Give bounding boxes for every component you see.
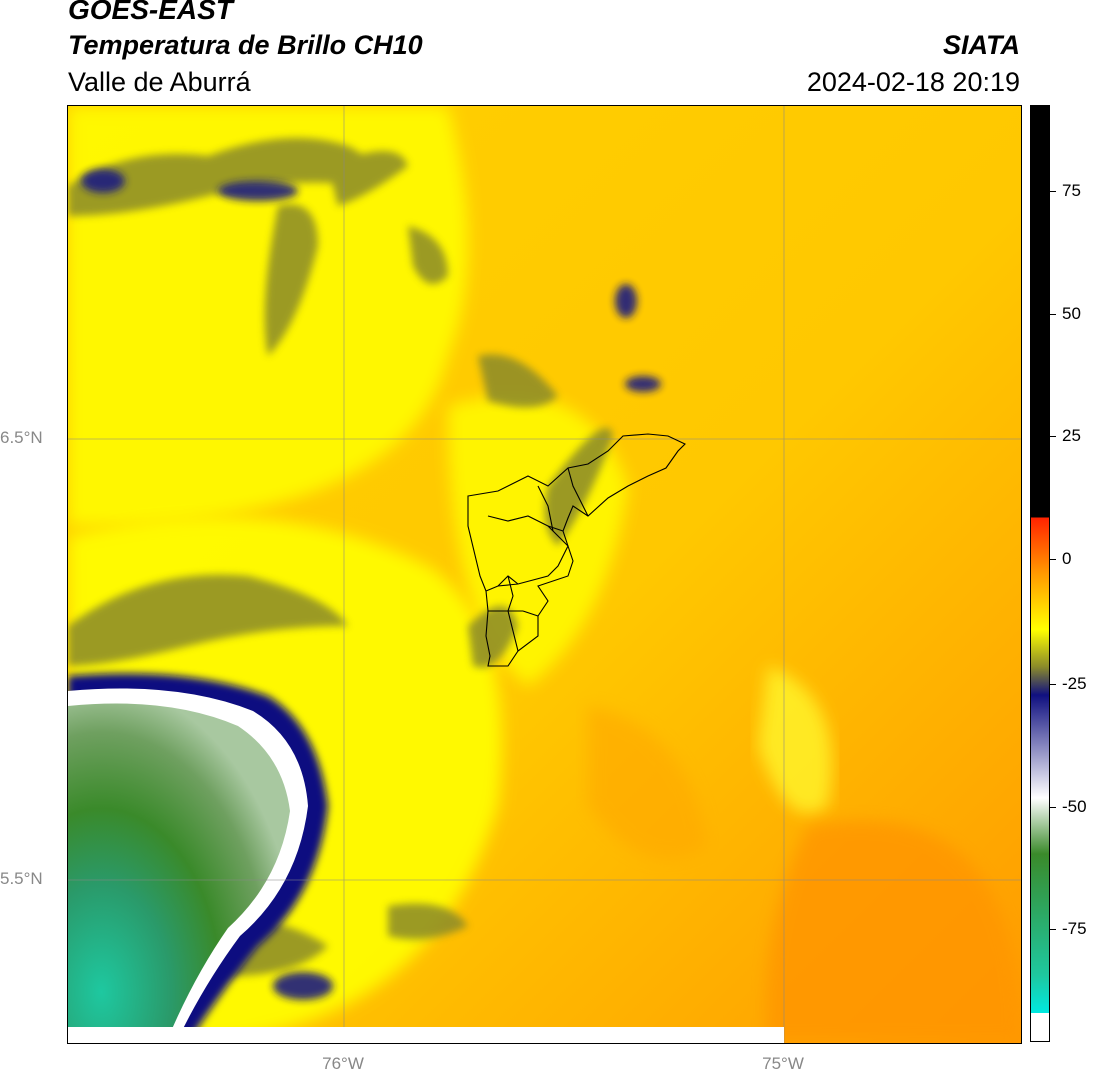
- longitude-label-76: 76°W: [322, 1054, 364, 1073]
- latitude-label-5-5: 5.5°N: [0, 869, 43, 888]
- satellite-map-image: [68, 106, 1021, 1043]
- valle-de-aburra-boundaries: [467, 433, 686, 667]
- colorbar-label-minus-25: -25: [1062, 674, 1087, 693]
- cold-cloud-core: [68, 703, 290, 1043]
- yellow-region-east: [758, 666, 832, 814]
- cloud-streaks: [68, 138, 613, 976]
- colorbar: [1030, 105, 1050, 1042]
- orange-region-southeast: [766, 820, 1021, 1043]
- satellite-map[interactable]: [67, 105, 1022, 1044]
- organization-label: SIATA: [943, 30, 1020, 60]
- orange-patch-south: [588, 706, 708, 860]
- colorbar-label-50: 50: [1062, 304, 1081, 323]
- latitude-label-6-5: 6.5°N: [0, 428, 43, 447]
- cold-cloud-spots: [81, 169, 661, 1000]
- colorbar-label-minus-50: -50: [1062, 797, 1087, 816]
- colorbar-label-25: 25: [1062, 426, 1081, 445]
- colorbar-tick: [1050, 191, 1056, 192]
- colorbar-label-0: 0: [1062, 549, 1072, 568]
- datetime-label: 2024-02-18 20:19: [806, 67, 1020, 97]
- product-title: Temperatura de Brillo CH10: [68, 30, 423, 60]
- graticule: [68, 106, 1021, 1043]
- source-title: GOES-EAST: [68, 0, 233, 25]
- region-subtitle: Valle de Aburrá: [68, 67, 251, 97]
- colorbar-tick: [1050, 436, 1056, 437]
- colorbar-label-75: 75: [1062, 181, 1081, 200]
- colorbar-tick: [1050, 314, 1056, 315]
- colorbar-tick: [1050, 559, 1056, 560]
- longitude-label-75: 75°W: [762, 1054, 804, 1073]
- no-data-strip: [68, 1027, 784, 1043]
- colorbar-label-minus-75: -75: [1062, 919, 1087, 938]
- colorbar-tick: [1050, 807, 1056, 808]
- colorbar-tick: [1050, 929, 1056, 930]
- colorbar-tick: [1050, 684, 1056, 685]
